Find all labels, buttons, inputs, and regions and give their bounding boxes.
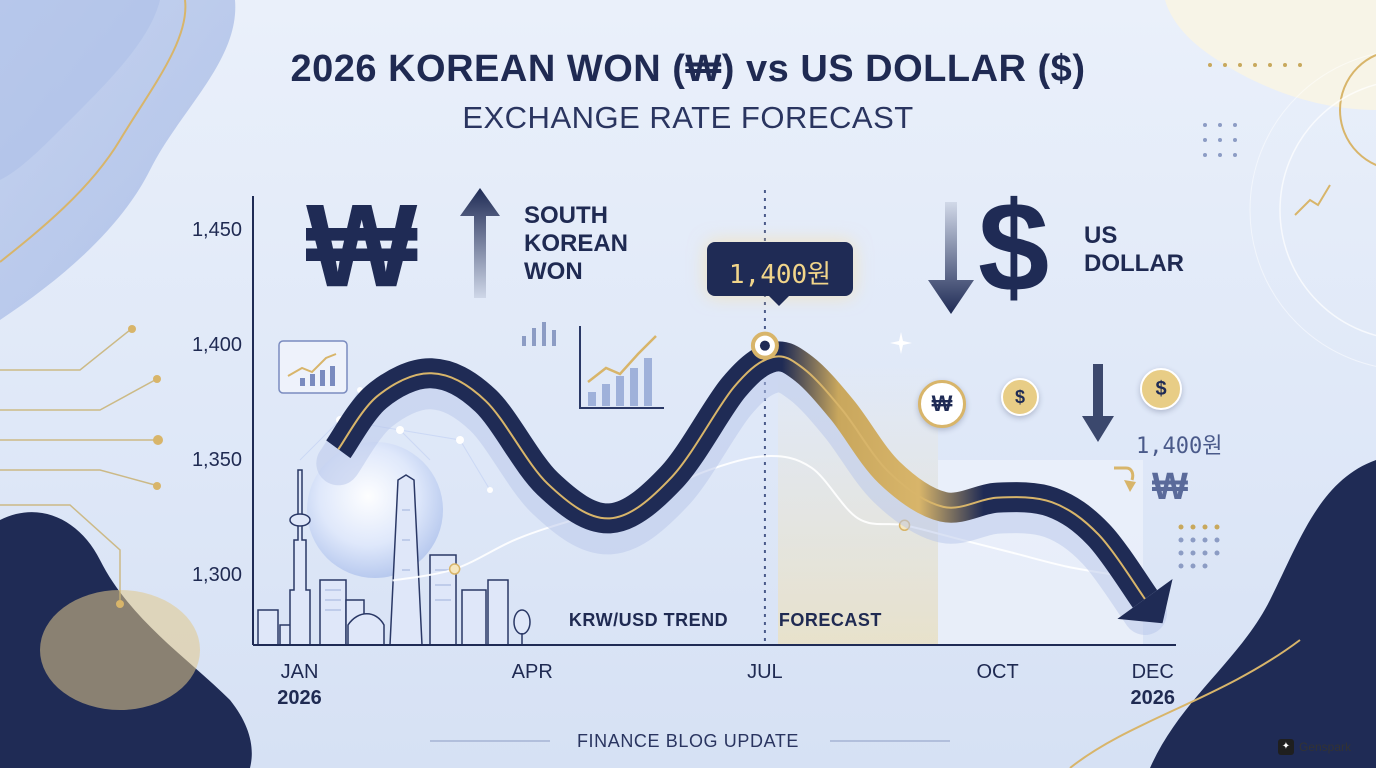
secondary-trend-line xyxy=(392,455,1122,582)
peak-callout: 1,400원 xyxy=(707,242,853,306)
brand-logo-icon: ✦ xyxy=(1278,739,1294,755)
bottom-left-gold-glow xyxy=(40,590,200,710)
x-tick-label: JUL xyxy=(705,659,825,685)
y-tick-label: 1,450 xyxy=(191,218,242,241)
dollar-coin-badge: $ xyxy=(1001,378,1039,416)
top-right-ring-3 xyxy=(1249,53,1376,367)
x-tick-month: JAN xyxy=(280,661,319,683)
dot-matrix-right xyxy=(1178,524,1220,569)
footer-text: FINANCE BLOG UPDATE xyxy=(576,731,800,751)
dollar-label: US DOLLAR xyxy=(1084,222,1184,278)
x-tick-month: APR xyxy=(511,661,553,683)
y-tick-label: 1,300 xyxy=(191,563,242,586)
page-subtitle: EXCHANGE RATE FORECAST xyxy=(462,100,914,135)
dot-grid-top xyxy=(1208,63,1302,67)
side-mini-value: 1,400원 xyxy=(1136,434,1223,459)
x-tick-month: DEC xyxy=(1131,661,1174,683)
won-label-line-1: SOUTH xyxy=(524,202,608,229)
x-tick-year: 2026 xyxy=(1130,687,1175,709)
trend-arrow-head xyxy=(1117,579,1173,624)
top-left-blob-inner xyxy=(0,0,160,180)
top-right-ring-2 xyxy=(1279,83,1376,337)
won-label-line-3: WON xyxy=(524,258,583,285)
brand-name: Genspark xyxy=(1299,740,1352,754)
secondary-trend-point xyxy=(448,563,461,575)
won-label: SOUTH KOREAN WON xyxy=(524,202,628,286)
x-tick-label: DEC 2026 xyxy=(1093,659,1213,711)
x-tick-month: OCT xyxy=(976,661,1019,683)
won-coin-badge: ₩ xyxy=(918,380,966,428)
footer-divider xyxy=(430,740,950,742)
dot-grid-mid xyxy=(1203,123,1237,157)
region-label: FORECAST xyxy=(778,610,882,630)
circuit-lines xyxy=(0,329,156,600)
bar-sparkle-icon xyxy=(522,322,556,346)
x-tick-label: JAN 2026 xyxy=(240,659,360,711)
side-won-symbol: ₩ xyxy=(1152,466,1188,508)
peak-callout-tail xyxy=(767,294,791,306)
x-tick-label: APR xyxy=(472,659,592,685)
won-label-line-2: KOREAN xyxy=(524,230,629,257)
arrow-up-icon xyxy=(460,188,500,298)
growth-chart-icon xyxy=(579,326,664,409)
bottom-right-gold-arc xyxy=(1069,639,1301,768)
peak-callout-value: 1,400원 xyxy=(728,260,832,290)
y-tick-label: 1,400 xyxy=(191,333,242,356)
top-right-blob xyxy=(1165,0,1376,110)
spark-line-top-right xyxy=(1294,184,1331,216)
circuit-nodes xyxy=(116,325,163,608)
chart-thumbnail-icon xyxy=(278,340,348,394)
won-symbol: ₩ xyxy=(306,180,418,312)
peak-marker-center xyxy=(759,340,770,351)
main-trend-ribbon-highlight xyxy=(337,355,1146,600)
region-label: KRW/USD TREND xyxy=(568,610,729,630)
sparkle-icon xyxy=(890,332,912,354)
y-tick-label: 1,350 xyxy=(191,448,242,471)
x-tick-month: JUL xyxy=(747,661,783,683)
dollar-label-line-2: DOLLAR xyxy=(1084,250,1184,277)
small-arrow-down-icon xyxy=(1082,364,1114,442)
dollar-symbol: $ xyxy=(978,176,1050,319)
bottom-right-blob xyxy=(1150,460,1376,768)
top-left-gold-line xyxy=(0,0,187,263)
arrow-down-icon xyxy=(928,202,974,314)
refresh-icon xyxy=(1114,466,1136,492)
top-right-gold-ring xyxy=(1339,53,1376,167)
x-tick-year: 2026 xyxy=(277,687,322,709)
brand-badge: ✦ Genspark xyxy=(1278,737,1351,757)
dollar-label-line-1: US xyxy=(1084,222,1118,249)
dollar-coin-badge-2: $ xyxy=(1140,368,1182,410)
x-tick-label: OCT xyxy=(938,659,1058,685)
page-title: 2026 KOREAN WON (₩) vs US DOLLAR ($) xyxy=(290,48,1086,90)
